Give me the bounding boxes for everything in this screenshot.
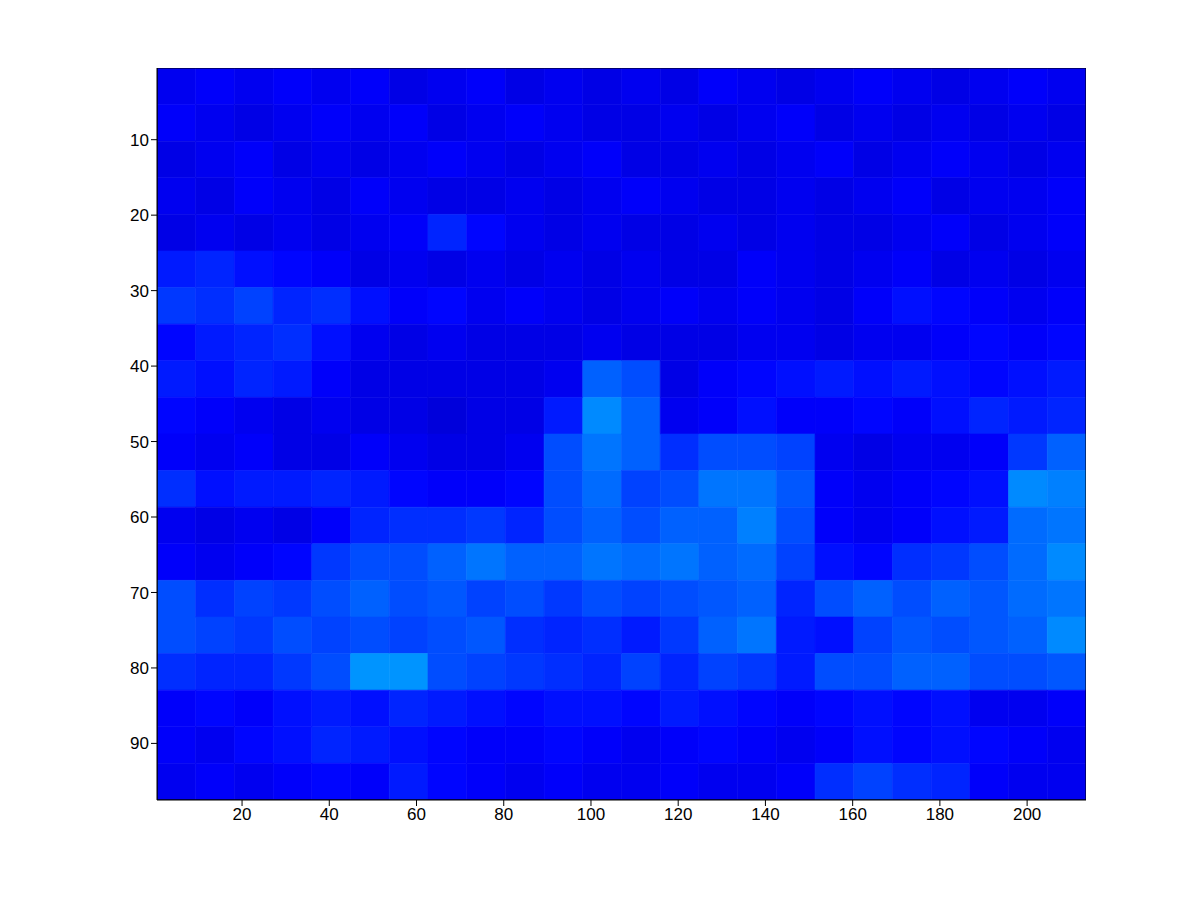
svg-text:80: 80 bbox=[494, 805, 513, 824]
svg-text:40: 40 bbox=[320, 805, 339, 824]
svg-text:90: 90 bbox=[130, 734, 149, 753]
svg-text:70: 70 bbox=[130, 584, 149, 603]
svg-text:30: 30 bbox=[130, 282, 149, 301]
svg-text:60: 60 bbox=[130, 508, 149, 527]
svg-text:200: 200 bbox=[1013, 805, 1041, 824]
svg-text:180: 180 bbox=[926, 805, 954, 824]
svg-text:80: 80 bbox=[130, 659, 149, 678]
svg-text:140: 140 bbox=[751, 805, 779, 824]
svg-text:160: 160 bbox=[838, 805, 866, 824]
svg-text:20: 20 bbox=[130, 206, 149, 225]
svg-text:10: 10 bbox=[130, 131, 149, 150]
svg-text:50: 50 bbox=[130, 433, 149, 452]
svg-text:120: 120 bbox=[664, 805, 692, 824]
svg-text:40: 40 bbox=[130, 357, 149, 376]
svg-text:20: 20 bbox=[233, 805, 252, 824]
svg-text:100: 100 bbox=[577, 805, 605, 824]
svg-text:60: 60 bbox=[407, 805, 426, 824]
